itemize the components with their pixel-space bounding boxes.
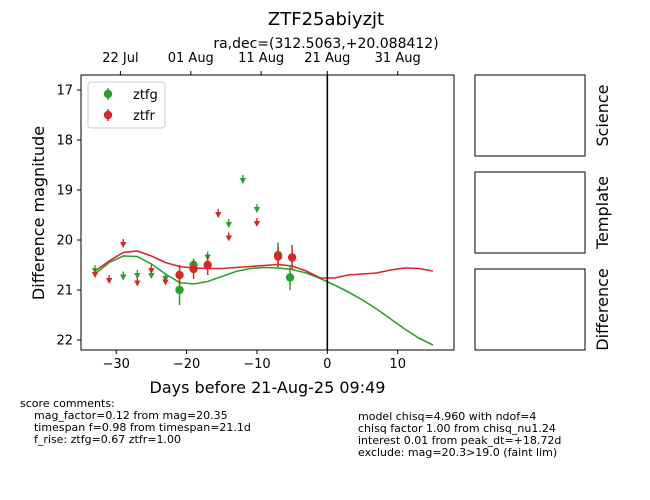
top-axis-tick-label: 11 Aug: [238, 51, 284, 66]
detection-ztfr: [203, 260, 212, 270]
data-group: [91, 75, 434, 350]
upper-limit-ztfg: [120, 274, 127, 281]
detection-ztfr: [273, 252, 283, 261]
y-tick-label: 18: [56, 134, 73, 149]
upper-limit-ztfr: [105, 278, 113, 284]
science-panel-label: Science: [593, 84, 612, 146]
upper-limit-ztfr: [162, 279, 169, 286]
legend-label-ztfr: ztfr: [133, 109, 155, 124]
top-axis-tick-label: 21 Aug: [304, 51, 350, 66]
upper-limit-ztfr: [253, 221, 261, 227]
y-tick-label: 17: [56, 84, 73, 99]
model-curve-ztfg: [94, 255, 434, 346]
top-axis-tick-label: 22 Jul: [102, 51, 138, 66]
upper-limit-ztfg: [148, 273, 155, 279]
x-axis-label: Days before 21-Aug-25 09:49: [150, 378, 386, 397]
upper-limit-ztfr: [120, 242, 127, 248]
upper-limit-ztfr: [134, 280, 141, 287]
x-tick-label: −10: [243, 357, 270, 372]
y-tick-label: 22: [56, 334, 73, 349]
upper-limit-ztfg: [134, 273, 141, 279]
detection-ztfr: [189, 264, 198, 274]
detection-ztfr: [175, 270, 184, 280]
score-comments-right: model chisq=4.960 with ndof=4 chisq fact…: [358, 410, 562, 459]
legend-marker-ztfg: [103, 89, 113, 99]
y-tick-label: 19: [56, 184, 73, 199]
upper-limit-ztfg: [225, 222, 232, 228]
title-layer: ZTF25abiyzjt ra,dec=(312.5063,+20.088412…: [213, 9, 438, 52]
legend: ztfg ztfr: [87, 81, 166, 129]
x-tick-label: 10: [389, 357, 406, 372]
chart-title: ZTF25abiyzjt: [268, 9, 384, 30]
axes: Days before 21-Aug-25 09:49 Difference m…: [29, 51, 455, 397]
detection-ztfr: [287, 253, 297, 262]
top-axis-tick-label: 31 Aug: [375, 51, 421, 66]
upper-limit-ztfr: [91, 272, 99, 278]
y-tick-label: 21: [56, 284, 73, 299]
cutout-panels: Science Template Difference: [474, 74, 612, 351]
upper-limit-ztfg: [239, 178, 247, 184]
model-curve-ztfr: [94, 250, 434, 279]
template-panel-label: Template: [593, 176, 612, 250]
template-panel: [474, 171, 586, 254]
difference-panel: [474, 268, 586, 351]
plot-frame: [80, 74, 455, 351]
difference-panel-label: Difference: [593, 268, 612, 350]
science-panel: [474, 74, 586, 157]
detection-ztfg: [175, 285, 184, 295]
detection-ztfg: [285, 273, 295, 282]
upper-limit-ztfg: [253, 207, 261, 213]
y-axis-label: Difference magnitude: [29, 126, 48, 300]
y-tick-label: 20: [56, 234, 73, 249]
x-tick-label: −20: [173, 357, 200, 372]
upper-limit-ztfr: [148, 268, 155, 274]
top-axis-tick-label: 01 Aug: [168, 51, 214, 66]
plot-area: [91, 75, 434, 350]
upper-limit-ztfr: [215, 212, 222, 218]
legend-label-ztfg: ztfg: [133, 88, 158, 103]
legend-marker-ztfr: [103, 110, 113, 120]
chart-subtitle: ra,dec=(312.5063,+20.088412): [213, 36, 438, 52]
score-comments-left: score comments: mag_factor=0.12 from mag…: [20, 397, 251, 446]
upper-limit-ztfr: [225, 235, 232, 242]
x-tick-label: 0: [323, 357, 331, 372]
x-tick-label: −30: [102, 357, 129, 372]
